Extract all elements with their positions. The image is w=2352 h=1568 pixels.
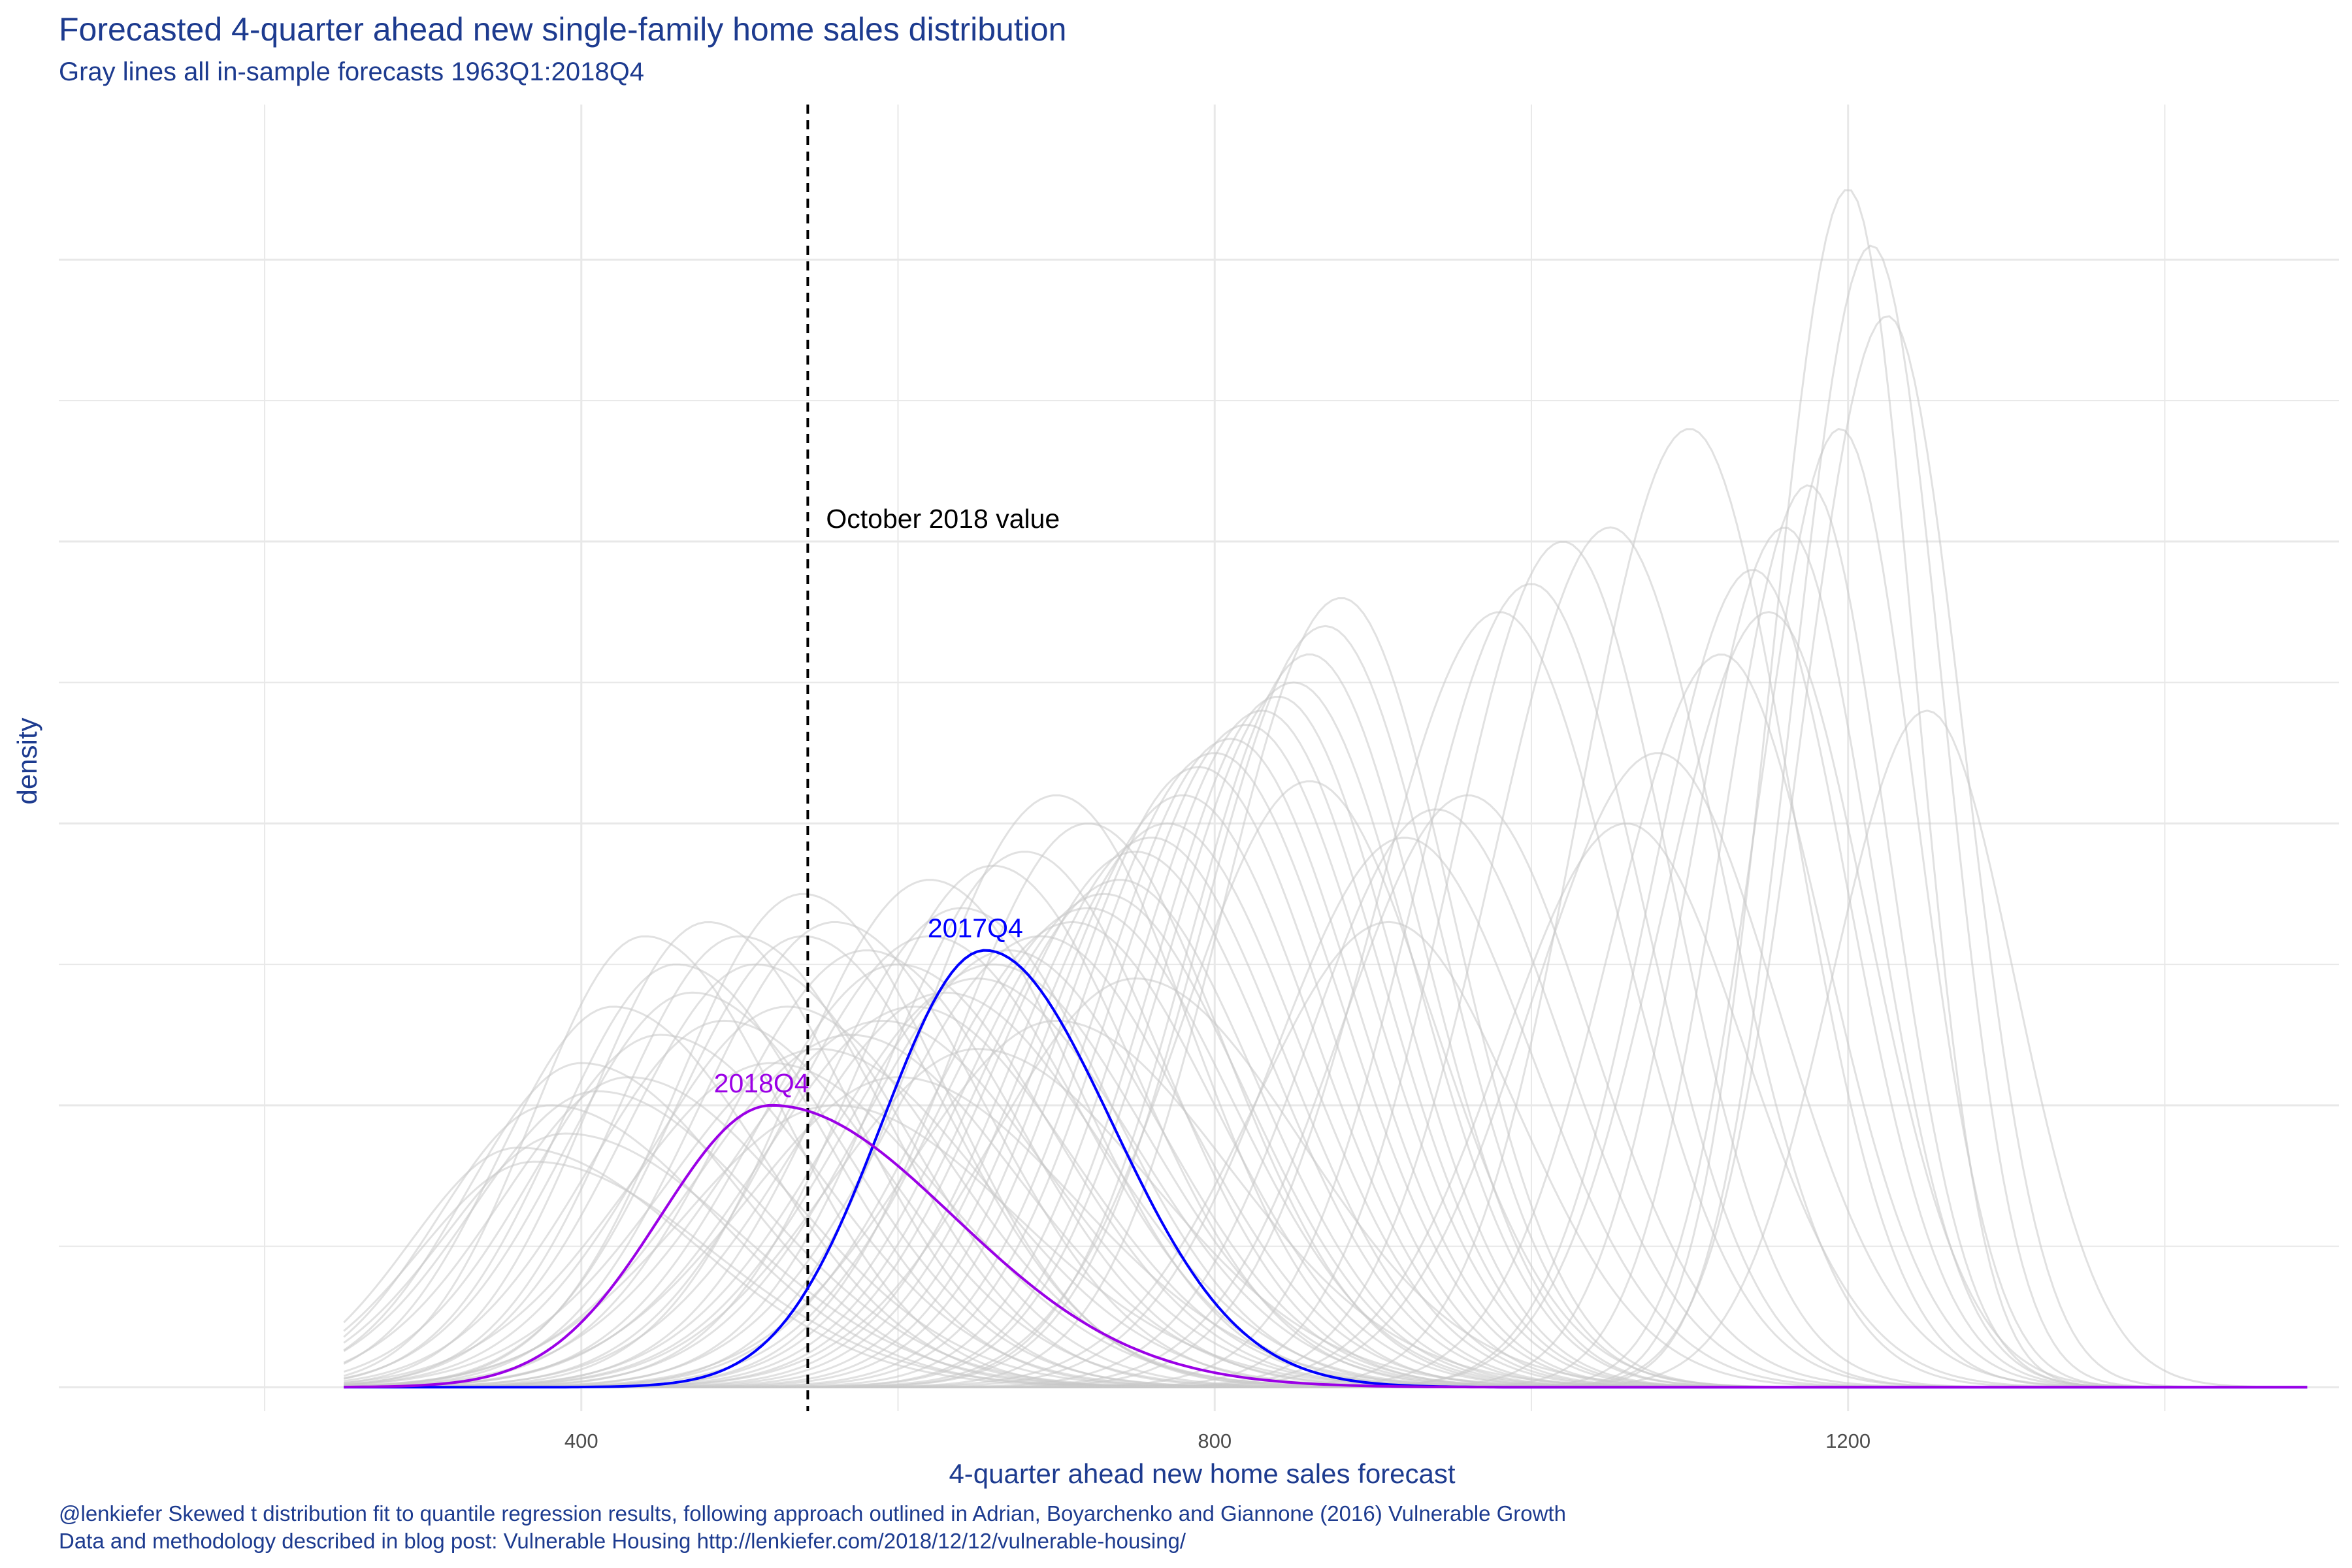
y-axis-title: density [12, 717, 42, 804]
forecast-line-2018q4 [344, 1103, 2308, 1389]
x-tick-label: 1200 [1825, 1429, 1870, 1452]
october-2018-annotation: October 2018 value [826, 504, 1060, 534]
x-axis-title: 4-quarter ahead new home sales forecast [949, 1458, 1455, 1489]
in-sample-forecast-line [344, 991, 2308, 1388]
series-label-2017q4: 2017Q4 [928, 913, 1023, 943]
highlighted-forecast-curves: 2017Q4 2018Q4 [344, 913, 2308, 1389]
in-sample-forecast-line [344, 653, 2308, 1388]
in-sample-forecast-line [343, 991, 2308, 1388]
in-sample-forecast-line [344, 611, 2308, 1388]
caption-line-1: @lenkiefer Skewed t distribution fit to … [59, 1501, 1566, 1526]
in-sample-forecast-line [344, 808, 2308, 1388]
x-axis-ticks: 400 800 1200 [564, 1429, 1870, 1452]
in-sample-forecast-line [344, 794, 2308, 1388]
in-sample-forecast-curves [343, 189, 2308, 1388]
in-sample-forecast-line [344, 244, 2308, 1388]
in-sample-forecast-line [344, 794, 2308, 1388]
caption-line-2: Data and methodology described in blog p… [59, 1529, 1186, 1553]
chart-subtitle: Gray lines all in-sample forecasts 1963Q… [59, 57, 645, 86]
series-label-2018q4: 2018Q4 [714, 1068, 809, 1098]
x-tick-label: 400 [564, 1429, 598, 1452]
chart-title: Forecasted 4-quarter ahead new single-fa… [59, 11, 1067, 48]
in-sample-forecast-line [344, 935, 2308, 1388]
in-sample-forecast-line [344, 710, 2308, 1388]
x-tick-label: 800 [1198, 1429, 1232, 1452]
in-sample-forecast-line [344, 428, 2308, 1388]
in-sample-forecast-line [344, 653, 2308, 1388]
in-sample-forecast-line [344, 864, 2308, 1388]
in-sample-forecast-line [344, 794, 2308, 1388]
in-sample-forecast-line [344, 427, 2308, 1388]
